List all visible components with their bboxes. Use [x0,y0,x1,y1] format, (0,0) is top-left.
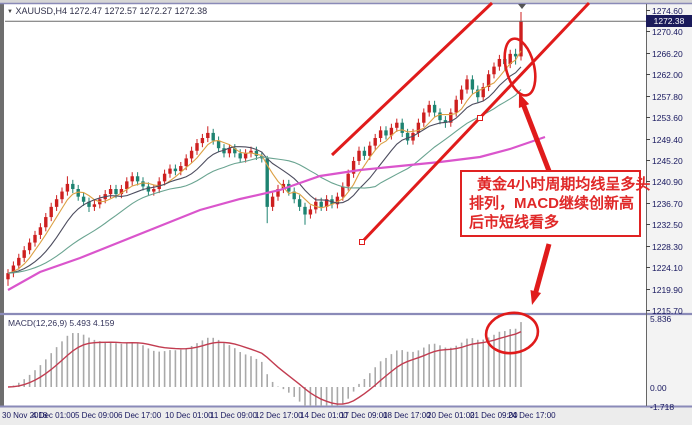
chart-shift-marker-icon [518,4,526,9]
price-axis-label: 1232.50 [652,220,683,230]
macd-axis-label: 5.836 [650,314,672,324]
price-axis-label: 1219.90 [652,285,683,295]
macd-signal-line [7,331,522,405]
annotation-arrow-up [519,100,552,172]
price-axis-label: 1266.20 [652,49,683,59]
time-axis-label: 17 Dec 09:00 [340,411,388,420]
price-axis-label: 1228.30 [652,242,683,252]
annotation-arrow-down [532,243,552,296]
price-axis-label: 1215.70 [652,306,683,316]
time-axis[interactable] [0,407,692,425]
price-axis-label: 1274.60 [652,6,683,16]
time-axis-label: 5 Dec 09:00 [75,411,119,420]
time-axis-label: 30 Nov 2018 [2,411,48,420]
drawing-objects[interactable] [330,1,591,356]
annotation-line: 后市短线看多 [469,214,560,231]
time-axis-label: 10 Dec 01:00 [165,411,213,420]
price-axis-label: 1249.40 [652,135,683,145]
price-panel [6,12,546,291]
time-axis-label: 24 Dec 17:00 [508,411,556,420]
price-axis-label: 1262.00 [652,70,683,80]
analysis-annotation-box[interactable]: 黄金4小时周期均线呈多头 排列，MACD继续创新高 后市短线看多 [460,170,651,237]
macd-axis-label: 0.00 [650,383,667,393]
price-axis-label: 1236.70 [652,199,683,209]
time-axis-label: 18 Dec 17:00 [383,411,431,420]
price-highlight-ellipse [503,37,537,97]
time-axis-label: 14 Dec 01:00 [300,411,348,420]
annotation-line: 黄金4小时周期均线呈多头 [477,176,651,193]
price-axis-label: 1240.90 [652,177,683,187]
macd-axis-label: -1.718 [650,402,675,412]
time-axis-label: 6 Dec 17:00 [118,411,162,420]
chevron-down-icon[interactable]: ▼ [7,9,13,15]
trendline-anchor [359,239,365,245]
trend-channel-line [330,1,494,157]
trendline-anchor [477,115,483,121]
chart-title-text: XAUUSD,H4 1272.47 1272.57 1272.27 1272.3… [15,6,208,16]
time-axis-label: 20 Dec 01:00 [427,411,475,420]
macd-panel [7,322,522,406]
macd-indicator-label: MACD(12,26,9) 5.493 4.159 [8,318,115,328]
price-axis-label: 1257.80 [652,92,683,102]
macd-highlight-ellipse [484,311,540,355]
time-axis-label: 21 Dec 09:00 [470,411,518,420]
window-left-edge [0,4,4,407]
ma-long-line [7,135,546,291]
annotation-arrow-down-head [530,290,542,305]
annotation-arrow-up-head [518,93,530,109]
current-price-badge: 1272.38 [646,15,692,27]
price-axis-label: 1253.60 [652,113,683,123]
price-axis-label: 1245.20 [652,156,683,166]
time-axis-label: 4 Dec 01:00 [32,411,76,420]
trend-channel-line [360,1,591,244]
price-axis-label: 1224.10 [652,263,683,273]
chart-title: ▼ XAUUSD,H4 1272.47 1272.57 1272.27 1272… [7,6,207,16]
price-axis-label: 1270.40 [652,27,683,37]
time-axis-label: 12 Dec 17:00 [255,411,303,420]
price-axis[interactable] [647,4,692,407]
time-axis-label: 11 Dec 09:00 [210,411,257,420]
annotation-line: 排列，MACD继续创新高 [469,195,634,212]
